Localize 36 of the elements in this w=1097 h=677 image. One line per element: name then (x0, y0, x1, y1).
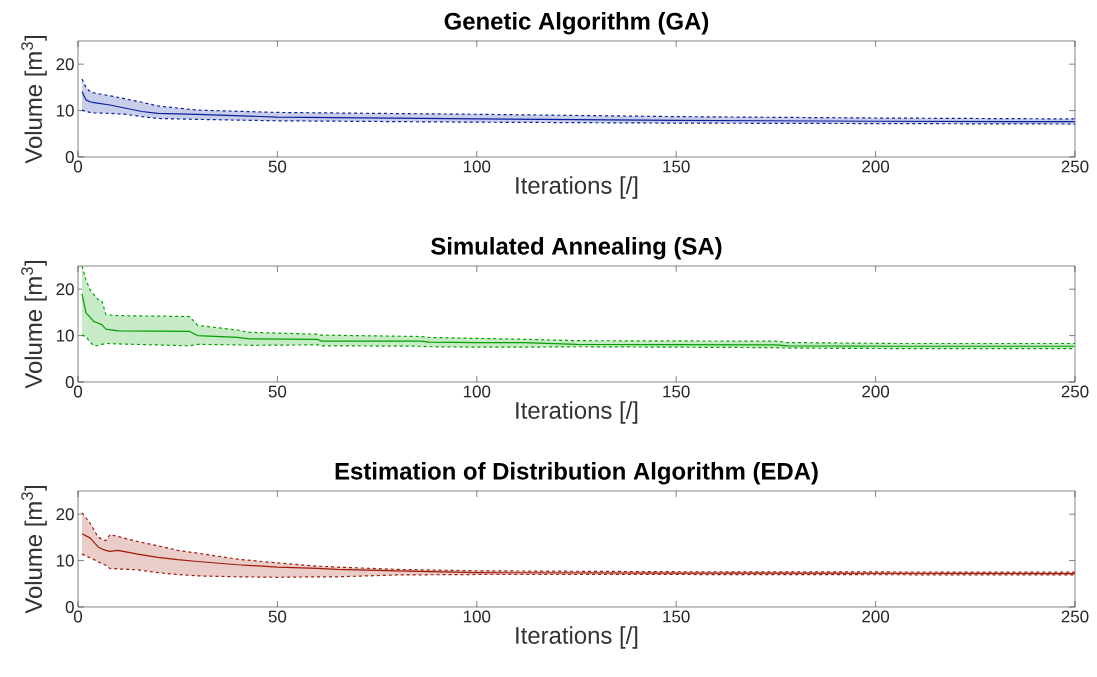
y-tick-label: 0 (65, 375, 74, 388)
x-axis-title: Iterations [/] (516, 626, 638, 649)
x-tick-label: 50 (268, 160, 287, 173)
x-tick-label: 200 (862, 610, 890, 623)
x-axis-title: Iterations [/] (516, 401, 638, 424)
x-tick-label: 250 (1061, 160, 1089, 173)
y-tick-label: 10 (56, 104, 74, 117)
y-tick-label: 20 (56, 283, 74, 296)
chart-title: Genetic Algorithm (GA) (444, 12, 709, 35)
x-tick-label: 0 (73, 160, 83, 173)
x-tick-label: 200 (862, 385, 890, 398)
y-tick-label: 20 (56, 508, 74, 521)
x-tick-label: 250 (1061, 385, 1089, 398)
y-tick-label: 0 (65, 150, 74, 163)
y-tick-label: 0 (65, 600, 74, 613)
x-tick-label: 150 (663, 160, 690, 173)
y-tick-label: 10 (56, 329, 74, 342)
x-axis-title: Iterations [/] (516, 176, 638, 199)
x-tick-label: 100 (463, 160, 491, 173)
x-tick-label: 150 (663, 610, 690, 623)
y-axis-title: Volume [m$^{3}$] (21, 485, 47, 614)
x-tick-label: 250 (1061, 610, 1089, 623)
y-axis-title: Volume [m$^{3}$] (21, 260, 47, 389)
y-tick-label: 10 (56, 554, 74, 567)
x-tick-label: 100 (463, 385, 491, 398)
x-tick-label: 0 (73, 610, 83, 623)
x-tick-label: 200 (862, 160, 890, 173)
y-tick-label: 20 (56, 58, 74, 71)
y-axis-title: Volume [m$^{3}$] (21, 35, 47, 164)
chart-title: Simulated Annealing (SA) (431, 237, 722, 260)
chart-title: Estimation of Distribution Algorithm (EDA) (335, 462, 818, 485)
x-tick-label: 0 (73, 385, 83, 398)
x-tick-label: 50 (268, 385, 287, 398)
x-tick-label: 50 (268, 610, 287, 623)
x-tick-label: 100 (463, 610, 491, 623)
x-tick-label: 150 (663, 385, 690, 398)
